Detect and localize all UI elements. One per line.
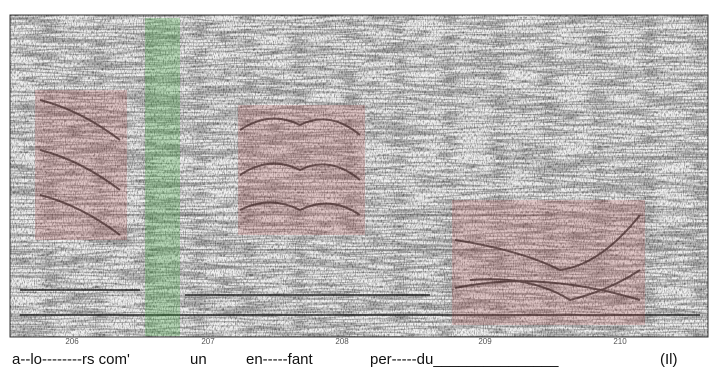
lyric: un xyxy=(190,351,207,368)
highlight-region xyxy=(238,105,365,235)
tick-label: 210 xyxy=(613,337,627,346)
spectrogram xyxy=(9,14,709,338)
lyric: en-----fant xyxy=(246,351,314,368)
highlight-region xyxy=(35,90,127,240)
highlight-region xyxy=(452,200,645,325)
tick-label: 208 xyxy=(335,337,349,346)
tick-label: 209 xyxy=(478,337,492,346)
highlights xyxy=(35,18,645,336)
lyrics: a--lo--------rs com' un en-----fant per-… xyxy=(12,351,678,368)
lyric: a--lo--------rs com' xyxy=(12,351,130,368)
tick-label: 207 xyxy=(201,337,215,346)
tick-label: 206 xyxy=(65,337,79,346)
highlight-region xyxy=(145,18,180,336)
time-axis: 206 207 208 209 210 xyxy=(65,337,627,346)
lyric: (Il) xyxy=(660,351,678,368)
lyric: per-----du_______________ xyxy=(370,351,559,368)
